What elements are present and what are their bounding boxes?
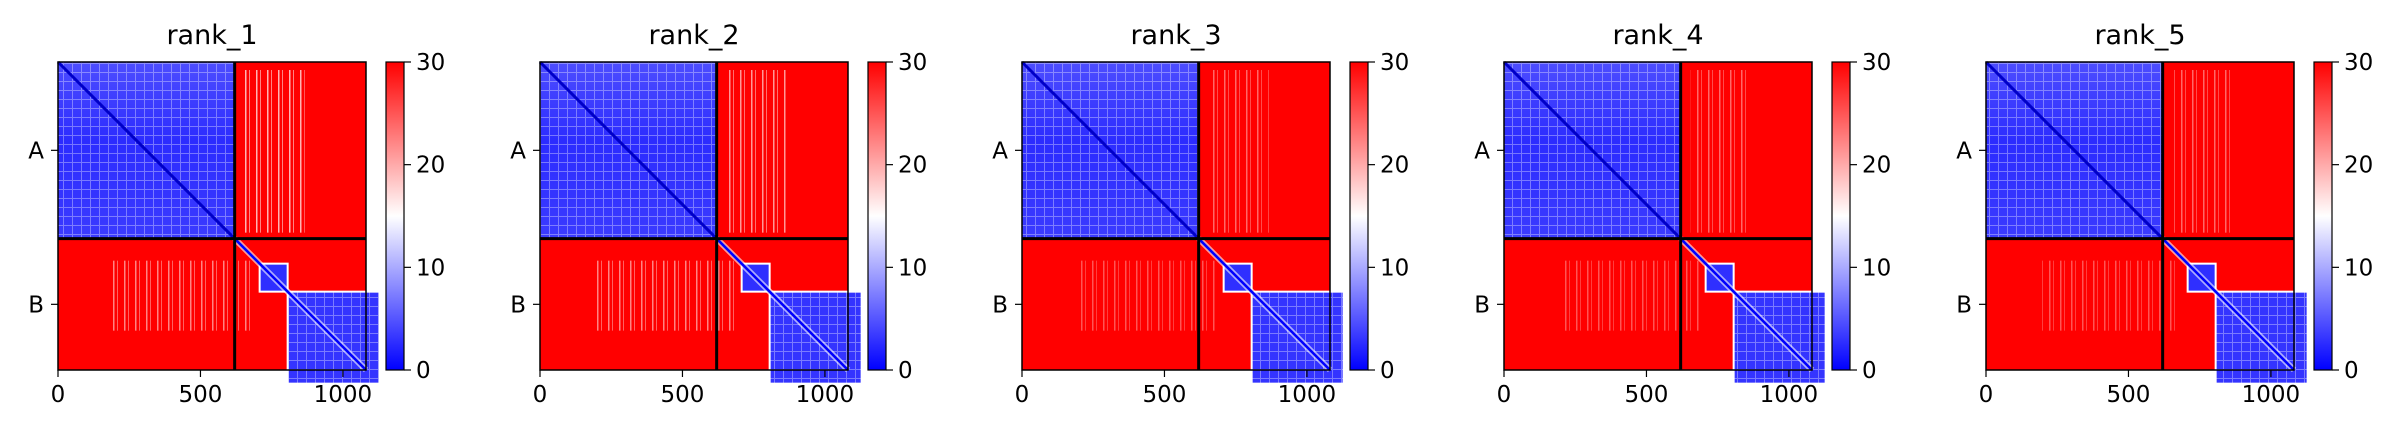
x-tick-label: 1000 <box>1278 382 1337 408</box>
colorbar-tick-label: 20 <box>1862 153 1891 179</box>
colorbar <box>1831 61 1851 371</box>
colorbar-tick-label: 10 <box>898 255 927 281</box>
panel-title: rank_3 <box>1130 20 1221 51</box>
x-tick-label: 500 <box>1625 382 1669 408</box>
colorbar-tick-label: 0 <box>416 358 431 384</box>
panel-5: rank_5 A B 0 500 1000 0 10 20 30 <box>1956 20 2373 408</box>
colorbar-tick-label: 30 <box>416 50 445 76</box>
heatmap-frame <box>1985 61 2295 371</box>
colorbar-tick-label: 10 <box>1862 255 1891 281</box>
colorbar-tick-label: 30 <box>898 50 927 76</box>
colorbar-tick-label: 30 <box>1380 50 1409 76</box>
block-A-B-stripes <box>2172 70 2233 233</box>
block-A-B-stripes <box>244 70 305 233</box>
x-tick-label: 0 <box>1015 382 1030 408</box>
x-tick-label: 0 <box>533 382 548 408</box>
colorbar-tick-label: 30 <box>1862 50 1891 76</box>
x-tick-label: 500 <box>179 382 223 408</box>
x-tick-label: 0 <box>51 382 66 408</box>
panel-4: rank_4 A B 0 500 1000 0 10 20 30 <box>1474 20 1891 408</box>
y-tick-label: A <box>510 138 526 164</box>
panel-title: rank_5 <box>2094 20 2185 51</box>
colorbar <box>2313 61 2333 371</box>
heatmap-frame <box>1021 61 1331 371</box>
colorbar-tick-label: 20 <box>416 153 445 179</box>
y-tick-label: A <box>28 138 44 164</box>
block-B-A-stripes <box>1559 260 1699 331</box>
y-tick-label: A <box>1956 138 1972 164</box>
heatmap-frame <box>1503 61 1813 371</box>
colorbar-tick-label: 0 <box>1862 358 1877 384</box>
block-A-B-stripes <box>1690 70 1751 233</box>
panel-1: rank_1 A B 0 500 1000 0 10 20 30 <box>28 20 445 408</box>
y-tick-label: B <box>1956 292 1972 318</box>
colorbar-tick-label: 0 <box>1380 358 1395 384</box>
heatmap-frame <box>57 61 367 371</box>
diagonal-B <box>233 237 367 371</box>
colorbar-tick-label: 10 <box>1380 255 1409 281</box>
colorbar <box>867 61 887 371</box>
colorbar-tick-label: 10 <box>416 255 445 281</box>
panel-2: rank_2 A B 0 500 1000 0 10 20 30 <box>510 20 927 408</box>
block-A-B-stripes <box>1208 70 1269 233</box>
x-tick-label: 1000 <box>1760 382 1819 408</box>
panel-title: rank_2 <box>648 20 739 51</box>
x-tick-label: 500 <box>1143 382 1187 408</box>
y-tick-label: B <box>1474 292 1490 318</box>
diagonal-B <box>2161 237 2295 371</box>
y-tick-label: A <box>1474 138 1490 164</box>
x-tick-label: 0 <box>1497 382 1512 408</box>
colorbar-tick-label: 0 <box>898 358 913 384</box>
diagonal-B <box>715 237 849 371</box>
x-tick-label: 1000 <box>314 382 373 408</box>
colorbar-tick-label: 30 <box>2344 50 2373 76</box>
block-B-A-stripes <box>113 260 253 331</box>
colorbar-tick-label: 20 <box>898 153 927 179</box>
x-tick-label: 1000 <box>2242 382 2301 408</box>
x-tick-label: 1000 <box>796 382 855 408</box>
block-B-A-stripes <box>1077 260 1217 331</box>
panel-title: rank_1 <box>166 20 257 51</box>
block-B-A-stripes <box>2041 260 2181 331</box>
block-B-A-stripes <box>595 260 735 331</box>
y-tick-label: B <box>510 292 526 318</box>
diagonal-B <box>1679 237 1813 371</box>
y-tick-label: B <box>28 292 44 318</box>
x-tick-label: 0 <box>1979 382 1994 408</box>
heatmap-frame <box>539 61 849 371</box>
y-tick-label: A <box>992 138 1008 164</box>
colorbar-tick-label: 10 <box>2344 255 2373 281</box>
colorbar <box>1349 61 1369 371</box>
block-A-B-stripes <box>726 70 787 233</box>
x-tick-label: 500 <box>661 382 705 408</box>
colorbar-tick-label: 0 <box>2344 358 2359 384</box>
colorbar <box>385 61 405 371</box>
diagonal-B <box>1197 237 1331 371</box>
colorbar-tick-label: 20 <box>1380 153 1409 179</box>
panel-3: rank_3 A B 0 500 1000 0 10 20 30 <box>992 20 1409 408</box>
panel-title: rank_4 <box>1612 20 1703 51</box>
y-tick-label: B <box>992 292 1008 318</box>
colorbar-tick-label: 20 <box>2344 153 2373 179</box>
x-tick-label: 500 <box>2107 382 2151 408</box>
